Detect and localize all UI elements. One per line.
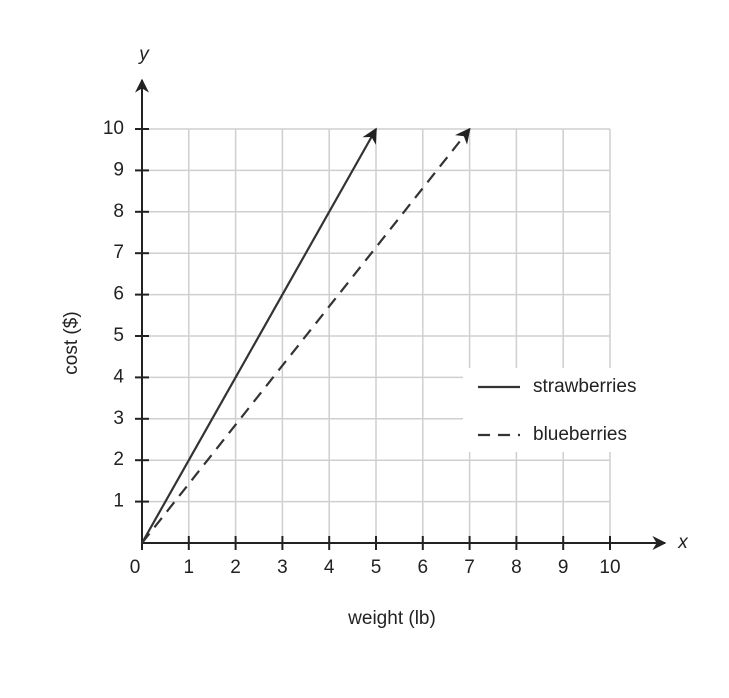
x-tick-label: 6	[418, 557, 429, 578]
line-series	[141, 127, 471, 544]
legend-label: strawberries	[533, 376, 636, 397]
y-tick-label: 5	[113, 325, 124, 346]
y-tick-label: 10	[103, 118, 124, 139]
x-tick-label: 9	[558, 557, 569, 578]
x-tick-label: 8	[511, 557, 522, 578]
y-tick-label: 3	[113, 408, 124, 429]
line-series	[141, 127, 377, 544]
y-tick-label: 6	[113, 284, 124, 305]
legend	[463, 368, 678, 452]
y-axis-letter: y	[137, 44, 150, 65]
x-tick-label: 4	[324, 557, 335, 578]
x-tick-label: 7	[464, 557, 475, 578]
x-tick-label: 10	[599, 557, 620, 578]
x-tick-label: 3	[277, 557, 288, 578]
y-tick-label: 1	[113, 491, 124, 512]
x-axis-letter: x	[677, 532, 689, 553]
y-tick-label: 8	[113, 201, 124, 222]
y-tick-label: 2	[113, 449, 124, 470]
x-tick-label: 1	[184, 557, 195, 578]
x-tick-label: 5	[371, 557, 382, 578]
legend-label: blueberries	[533, 424, 627, 445]
y-tick-label: 9	[113, 159, 124, 180]
y-title: cost ($)	[61, 311, 82, 374]
x-tick-label: 0	[130, 557, 141, 578]
y-tick-label: 7	[113, 242, 124, 263]
x-title: weight (lb)	[347, 608, 436, 629]
y-tick-label: 4	[113, 366, 124, 387]
x-tick-label: 2	[230, 557, 241, 578]
